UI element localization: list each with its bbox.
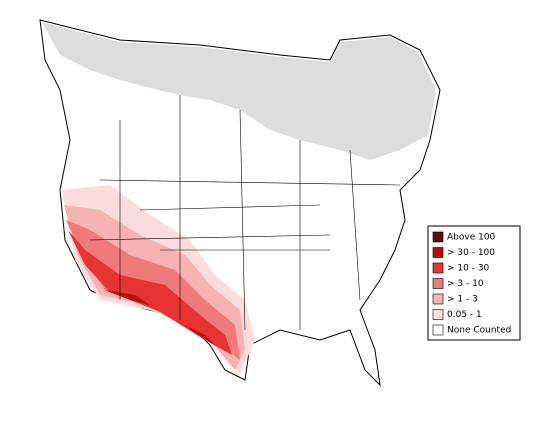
legend-label: > 30 - 100 (447, 248, 495, 258)
legend-label: None Counted (447, 326, 511, 336)
legend-swatch (432, 309, 444, 320)
legend-swatch (432, 247, 444, 258)
legend-label: > 3 - 10 (447, 279, 484, 289)
map (39, 19, 441, 387)
legend-label: Above 100 (447, 233, 496, 243)
legend-box (427, 225, 521, 341)
legend-swatch (432, 278, 444, 289)
legend-label: > 10 - 30 (447, 264, 490, 274)
legend-swatch (432, 324, 444, 336)
tier-10-30 (68, 230, 232, 355)
no-count-region (42, 22, 436, 160)
legend-label: 0.05 - 1 (447, 310, 482, 320)
legend-swatch (432, 262, 444, 274)
legend-swatch (432, 293, 444, 305)
legend: Above 100 > 30 - 100 > 10 - 30 > 3 - 10 > 1 … (427, 225, 521, 341)
legend-label: > 1 - 3 (447, 295, 478, 305)
legend-swatch (432, 231, 444, 243)
boundaries (89, 95, 401, 331)
